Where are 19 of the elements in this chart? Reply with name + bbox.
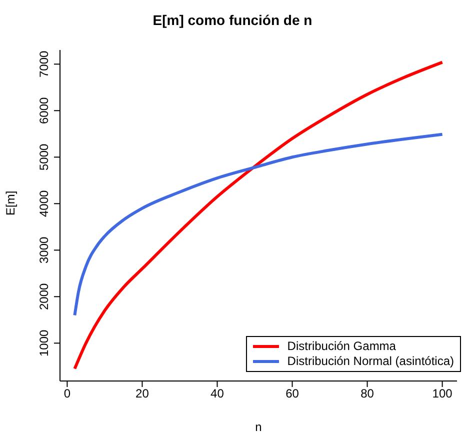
chart-title: E[m] como función de n — [152, 12, 314, 28]
line-series — [73, 132, 444, 317]
y-tick-label: 6000 — [37, 96, 51, 124]
y-tick-label: 4000 — [37, 190, 51, 217]
x-tick-label: 20 — [136, 386, 150, 401]
x-tick-label: 80 — [360, 386, 374, 401]
y-tick-label: 1000 — [37, 329, 51, 356]
legend-label: Distribución Normal (asintótica) — [287, 354, 454, 369]
y-axis-title: E[m] — [3, 190, 18, 216]
y-tick-label: 3000 — [37, 236, 51, 264]
y-tick-label: 5000 — [37, 143, 51, 170]
y-tick-label: 2000 — [37, 282, 51, 310]
y-tick-label: 7000 — [37, 50, 51, 78]
x-tick-label: 60 — [286, 386, 300, 401]
x-axis-title: n — [255, 420, 262, 434]
x-tick-label: 40 — [210, 386, 224, 401]
legend-label: Distribución Gamma — [287, 339, 396, 354]
x-tick-label: 100 — [432, 386, 453, 401]
x-tick-label: 0 — [64, 386, 71, 401]
